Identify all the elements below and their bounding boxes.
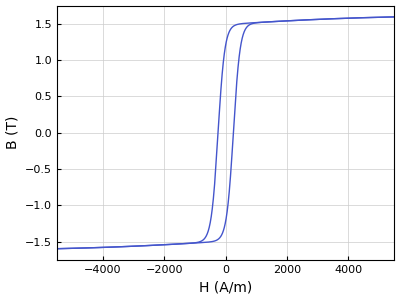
Y-axis label: B (T): B (T): [6, 116, 20, 149]
X-axis label: H (A/m): H (A/m): [199, 280, 252, 294]
